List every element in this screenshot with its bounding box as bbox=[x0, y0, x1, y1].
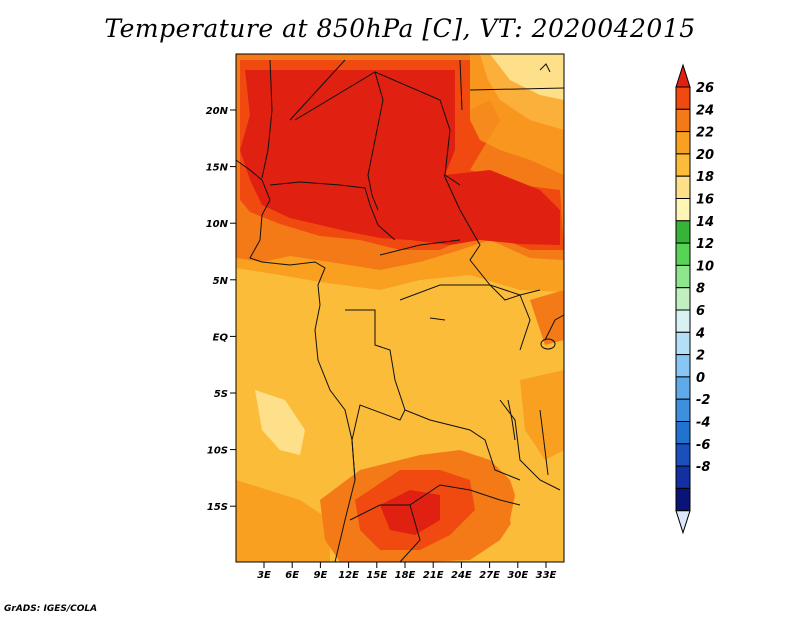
lat-label: 5N bbox=[213, 276, 229, 287]
temperature-field bbox=[236, 54, 564, 562]
credit-label: GrADS: IGES/COLA bbox=[4, 604, 98, 614]
colorbar-swatch bbox=[675, 465, 691, 489]
colorbar-label: 20 bbox=[696, 148, 714, 163]
colorbar-swatch bbox=[675, 443, 691, 467]
colorbar-swatch bbox=[675, 131, 691, 155]
colorbar-swatch bbox=[675, 108, 691, 133]
lat-label: 10S bbox=[207, 446, 228, 457]
colorbar-swatch bbox=[675, 309, 691, 333]
lon-label: 21E bbox=[423, 570, 444, 581]
lon-label: 3E bbox=[257, 570, 271, 581]
colorbar-swatch bbox=[675, 198, 691, 222]
colorbar-swatch bbox=[675, 376, 691, 400]
map-title: Temperature at 850hPa [C], VT: 202004201… bbox=[104, 14, 696, 43]
lon-label: 9E bbox=[314, 570, 328, 581]
lakes bbox=[429, 63, 556, 476]
colorbar-swatch bbox=[675, 86, 691, 110]
lon-label: 24E bbox=[451, 570, 472, 581]
lat-label: 15S bbox=[207, 502, 228, 513]
colorbar-label: 12 bbox=[696, 237, 714, 252]
colorbar-swatch bbox=[675, 398, 691, 423]
colorbar-label: 2 bbox=[696, 349, 705, 364]
colorbar-label: 18 bbox=[696, 170, 714, 185]
lon-label: 18E bbox=[395, 570, 416, 581]
longitude-axis: 3E 6E 9E 12E 15E 18E 21E 24E 27E 30E 33E bbox=[257, 562, 557, 581]
colorbar-swatch bbox=[675, 264, 691, 289]
colorbar-label: 14 bbox=[696, 215, 714, 230]
lon-label: 27E bbox=[479, 570, 500, 581]
colorbar-swatch bbox=[675, 220, 691, 244]
colorbar-swatch bbox=[675, 421, 691, 445]
lon-label: 15E bbox=[366, 570, 387, 581]
lat-label: 10N bbox=[206, 219, 229, 230]
colorbar-label: 6 bbox=[696, 304, 705, 319]
lat-label: 15N bbox=[206, 163, 229, 174]
colorbar-label: 26 bbox=[696, 81, 714, 96]
colorbar-label: -2 bbox=[696, 393, 710, 408]
colorbar-swatch bbox=[675, 331, 691, 356]
colorbar-swatch bbox=[675, 153, 691, 177]
colorbar-swatch bbox=[675, 175, 691, 199]
colorbar-label: 0 bbox=[696, 371, 705, 386]
colorbar-swatch bbox=[675, 287, 691, 311]
colorbar-top-arrow bbox=[675, 63, 691, 88]
map-frame bbox=[235, 53, 565, 563]
colorbar-label: 4 bbox=[695, 326, 705, 341]
country-borders bbox=[235, 59, 565, 563]
colorbar-bottom-arrow bbox=[675, 510, 691, 535]
lon-label: 33E bbox=[536, 570, 557, 581]
colorbar-label: -8 bbox=[696, 460, 710, 475]
lon-label: 6E bbox=[285, 570, 299, 581]
colorbar-swatch bbox=[675, 242, 691, 266]
colorbar-label: 16 bbox=[696, 193, 714, 208]
colorbar-swatch bbox=[675, 487, 691, 512]
colorbar-label: -6 bbox=[696, 438, 710, 453]
colorbar-label: 24 bbox=[696, 103, 714, 118]
colorbar-label: 8 bbox=[696, 282, 705, 297]
lat-label: EQ bbox=[213, 332, 229, 343]
colorbar-label: 10 bbox=[696, 259, 714, 274]
lon-label: 30E bbox=[507, 570, 528, 581]
lat-label: 20N bbox=[206, 106, 229, 117]
lon-label: 12E bbox=[338, 570, 359, 581]
latitude-axis: 20N 15N 10N 5N EQ 5S 10S 15S bbox=[206, 106, 236, 513]
colorbar-label: -4 bbox=[696, 416, 710, 431]
colorbar-label: 22 bbox=[696, 126, 714, 141]
colorbar-swatch bbox=[675, 354, 691, 378]
lat-label: 5S bbox=[214, 389, 228, 400]
